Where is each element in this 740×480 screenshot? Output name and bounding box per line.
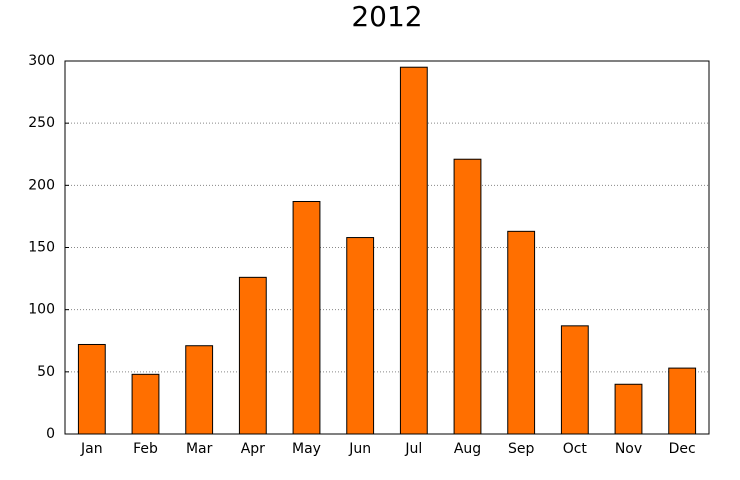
y-tick-label: 0 <box>46 426 55 442</box>
bar <box>346 237 375 435</box>
x-tick-label: Sep <box>508 441 535 457</box>
x-tick-label: Jul <box>404 441 422 457</box>
x-tick-label: Oct <box>563 441 588 457</box>
bar <box>399 66 428 435</box>
plot-frame <box>64 60 710 435</box>
x-tick-label: Nov <box>615 441 642 457</box>
bar <box>507 230 536 435</box>
bar <box>453 158 482 435</box>
y-tick-label: 50 <box>37 364 55 380</box>
bar <box>238 276 267 435</box>
y-tick-label: 100 <box>28 302 55 318</box>
x-tick-label: Feb <box>133 441 158 457</box>
x-tick-label: Dec <box>669 441 696 457</box>
x-tick-label: Jun <box>348 441 371 457</box>
x-tick-label: Mar <box>186 441 213 457</box>
bar <box>560 325 589 435</box>
bar <box>131 373 160 435</box>
x-tick-label: Apr <box>241 441 265 457</box>
bar <box>77 343 106 435</box>
y-tick-label: 250 <box>28 115 55 131</box>
y-tick-label: 300 <box>28 53 55 69</box>
chart-title: 2012 <box>351 0 422 33</box>
x-tick-label: May <box>292 441 321 457</box>
bar <box>292 200 321 435</box>
bar <box>614 383 643 435</box>
y-tick-label: 150 <box>28 240 55 256</box>
y-tick-label: 200 <box>28 177 55 193</box>
bar <box>668 367 697 435</box>
bar <box>185 345 214 435</box>
x-tick-label: Aug <box>454 441 481 457</box>
x-tick-label: Jan <box>80 441 103 457</box>
